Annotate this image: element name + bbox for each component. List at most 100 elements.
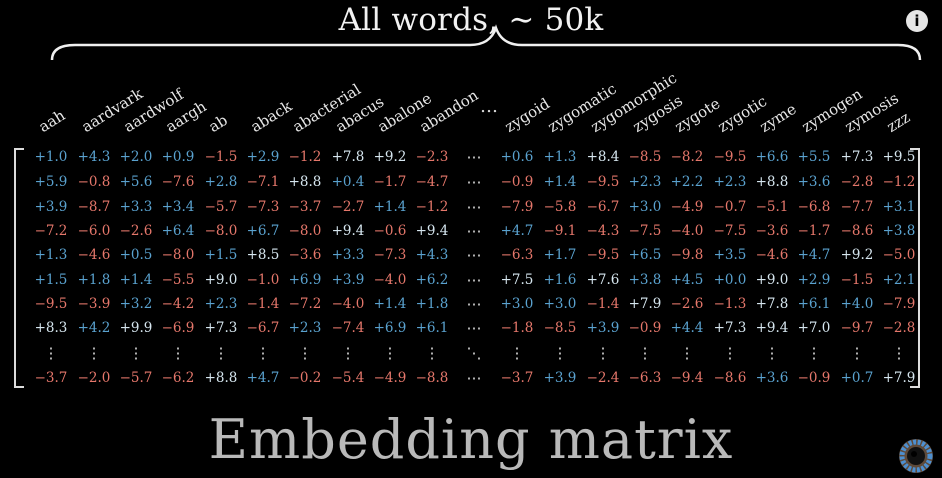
matrix-cell: −9.5 <box>34 296 68 312</box>
matrix-cell: −3.7 <box>34 370 68 386</box>
matrix-cell: +9.4 <box>415 223 449 239</box>
row-ellipsis: ⋯ <box>466 271 482 289</box>
matrix-cell: +2.3 <box>628 174 662 190</box>
matrix-cell: +1.4 <box>373 296 407 312</box>
row-ellipsis: ⋯ <box>466 246 482 264</box>
info-icon[interactable]: i <box>906 10 928 32</box>
matrix-cell: +7.9 <box>628 296 662 312</box>
matrix-cell: +1.6 <box>543 272 577 288</box>
matrix-cell: −0.2 <box>288 370 322 386</box>
matrix-cell: −5.7 <box>119 370 153 386</box>
column-ellipsis: ⋮ <box>595 344 611 362</box>
3b1b-pi-logo-icon <box>899 439 933 473</box>
matrix-cell: +0.7 <box>840 370 874 386</box>
matrix-cell: −1.0 <box>246 272 280 288</box>
row-ellipsis: ⋯ <box>466 295 482 313</box>
matrix-cell: −9.7 <box>840 320 874 336</box>
matrix-cell: +1.5 <box>204 247 238 263</box>
row-ellipsis: ⋯ <box>466 369 482 387</box>
matrix-cell: −3.7 <box>288 199 322 215</box>
matrix-cell: −0.8 <box>77 174 111 190</box>
matrix-cell: −4.0 <box>331 296 365 312</box>
column-ellipsis: ⋮ <box>806 344 822 362</box>
matrix-cell: −5.8 <box>543 199 577 215</box>
matrix-cell: −9.5 <box>713 149 747 165</box>
column-ellipsis: ⋮ <box>552 344 568 362</box>
matrix-cell: +5.6 <box>119 174 153 190</box>
matrix-cell: −1.5 <box>840 272 874 288</box>
matrix-cell: +1.7 <box>543 247 577 263</box>
matrix-cell: −0.9 <box>628 320 662 336</box>
matrix-cell: +3.9 <box>543 370 577 386</box>
matrix-cell: −0.9 <box>797 370 831 386</box>
matrix-cell: −5.0 <box>882 247 916 263</box>
matrix-cell: −4.6 <box>77 247 111 263</box>
matrix-cell: +7.8 <box>331 149 365 165</box>
column-ellipsis: ⋮ <box>43 344 59 362</box>
matrix-cell: +3.8 <box>628 272 662 288</box>
matrix-cell: +2.2 <box>670 174 704 190</box>
matrix-cell: −5.5 <box>161 272 195 288</box>
word-count-brace <box>50 24 922 61</box>
matrix-cell: +8.4 <box>586 149 620 165</box>
column-ellipsis: ⋮ <box>637 344 653 362</box>
matrix-cell: +4.5 <box>670 272 704 288</box>
matrix-cell: +6.5 <box>628 247 662 263</box>
matrix-cell: +1.8 <box>77 272 111 288</box>
matrix-cell: −8.2 <box>670 149 704 165</box>
matrix-cell: −6.9 <box>161 320 195 336</box>
matrix-cell: +3.0 <box>628 199 662 215</box>
matrix-cell: −5.7 <box>204 199 238 215</box>
matrix-cell: +1.0 <box>34 149 68 165</box>
matrix-cell: −2.8 <box>882 320 916 336</box>
matrix-cell: +3.1 <box>882 199 916 215</box>
matrix-cell: −6.2 <box>161 370 195 386</box>
matrix-cell: +3.9 <box>34 199 68 215</box>
matrix-cell: +9.2 <box>840 247 874 263</box>
matrix-cell: −5.4 <box>331 370 365 386</box>
matrix-cell: +5.9 <box>34 174 68 190</box>
column-ellipsis: ⋮ <box>891 344 907 362</box>
matrix-cell: −7.4 <box>331 320 365 336</box>
matrix-cell: +7.3 <box>840 149 874 165</box>
column-ellipsis: ⋮ <box>213 344 229 362</box>
matrix-cell: −6.3 <box>500 247 534 263</box>
matrix-cell: +1.4 <box>543 174 577 190</box>
matrix-cell: −9.4 <box>670 370 704 386</box>
row-ellipsis: ⋯ <box>466 222 482 240</box>
matrix-cell: −8.5 <box>543 320 577 336</box>
matrix-cell: −1.7 <box>797 223 831 239</box>
matrix-cell: −8.0 <box>204 223 238 239</box>
matrix-cell: −2.8 <box>840 174 874 190</box>
matrix-cell: +7.0 <box>797 320 831 336</box>
row-ellipsis: ⋯ <box>466 148 482 166</box>
matrix-cell: −1.7 <box>373 174 407 190</box>
matrix-cell: +2.9 <box>797 272 831 288</box>
matrix-cell: +0.5 <box>119 247 153 263</box>
matrix-cell: −0.9 <box>500 174 534 190</box>
matrix-cell: −8.0 <box>161 247 195 263</box>
matrix-cell: +9.4 <box>755 320 789 336</box>
matrix-cell: +0.6 <box>500 149 534 165</box>
matrix-cell: −1.2 <box>415 199 449 215</box>
matrix-cell: +3.4 <box>161 199 195 215</box>
matrix-cell: −9.8 <box>670 247 704 263</box>
word-labels-ellipsis: … <box>480 96 498 117</box>
embedding-matrix: +1.0 +4.3 +2.0 +0.9 −1.5 +2.9 −1.2 +7.8 +9.2 −2.3… <box>14 148 920 388</box>
matrix-cell: +4.7 <box>500 223 534 239</box>
matrix-cell: −1.3 <box>713 296 747 312</box>
matrix-cell: +8.8 <box>288 174 322 190</box>
matrix-cell: +4.7 <box>246 370 280 386</box>
matrix-cell: +1.3 <box>34 247 68 263</box>
matrix-cell: −1.2 <box>882 174 916 190</box>
matrix-cell: +3.3 <box>119 199 153 215</box>
matrix-cell: −0.6 <box>373 223 407 239</box>
column-ellipsis: ⋮ <box>255 344 271 362</box>
matrix-cell: +1.3 <box>543 149 577 165</box>
matrix-cell: +8.8 <box>204 370 238 386</box>
matrix-cell: +2.3 <box>713 174 747 190</box>
matrix-cell: −4.7 <box>415 174 449 190</box>
matrix-cell: +1.5 <box>34 272 68 288</box>
column-ellipsis: ⋮ <box>86 344 102 362</box>
matrix-cell: +1.8 <box>415 296 449 312</box>
